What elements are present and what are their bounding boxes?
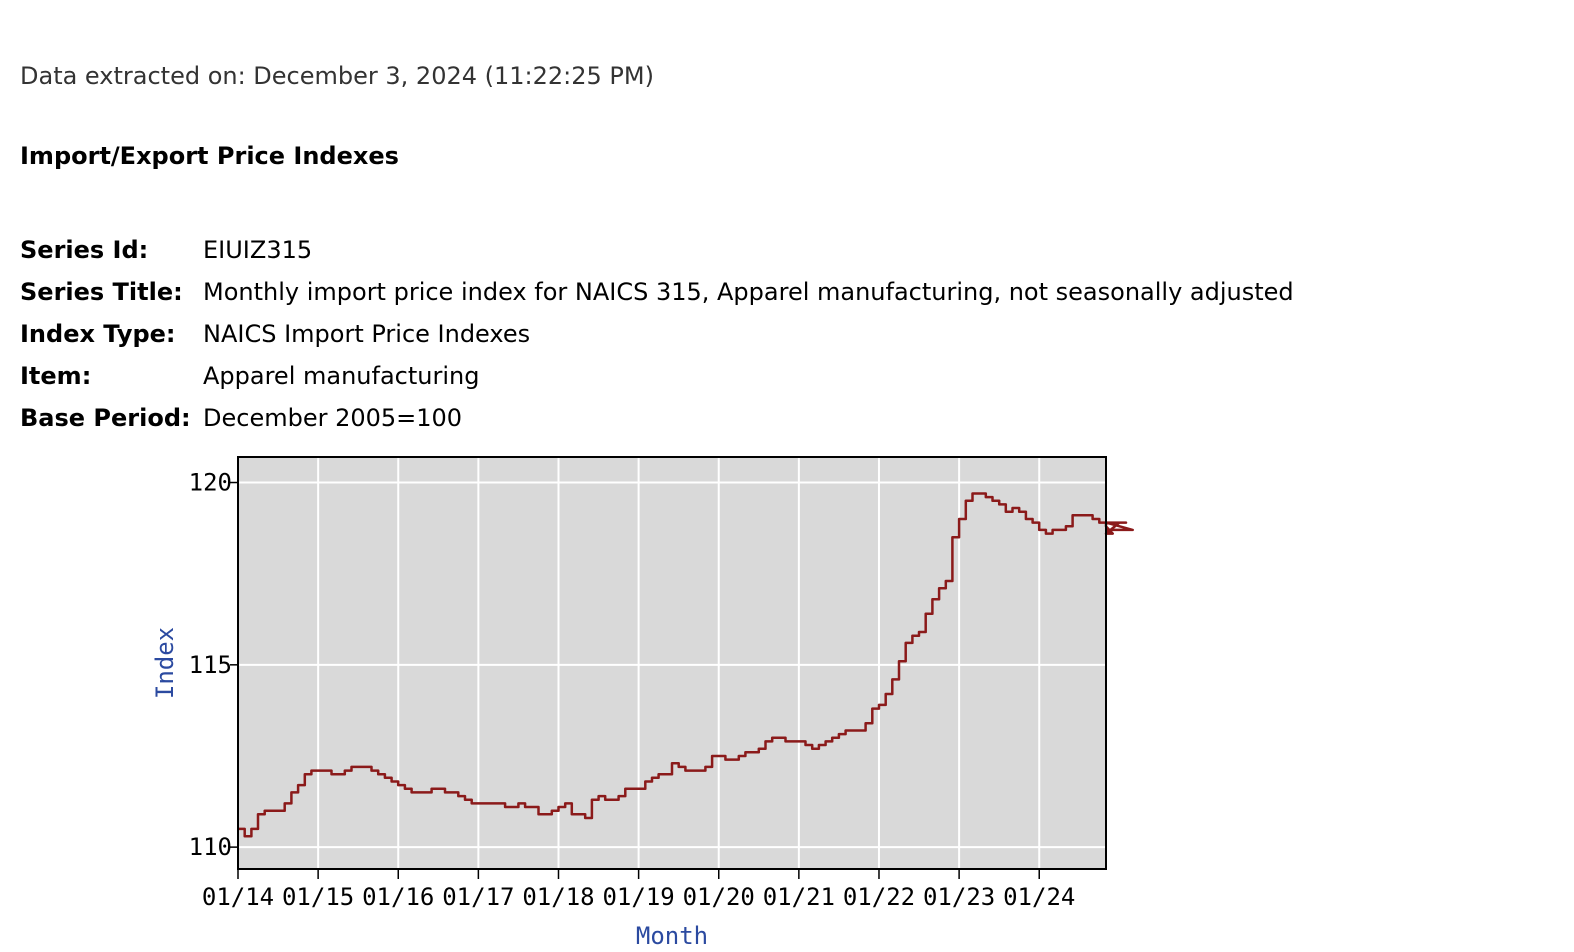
metadata-key: Series Title:	[20, 278, 183, 306]
metadata-key: Item:	[20, 362, 92, 390]
x-tick-label: 01/17	[442, 883, 514, 911]
metadata-key: Series Id:	[20, 236, 149, 264]
x-tick-label: 01/20	[683, 883, 755, 911]
y-axis-label: Index	[151, 627, 179, 699]
y-axis: 110 115 120	[189, 469, 238, 861]
x-axis-label: Month	[636, 922, 708, 950]
index-line-chart: 110 115 120 01/14 01/15 01/16 01/17 01/18 01/19…	[151, 456, 1134, 950]
grid-lines	[237, 457, 1106, 869]
metadata-key: Base Period:	[20, 404, 191, 432]
x-tick-label: 01/14	[202, 883, 274, 911]
plot-area	[238, 457, 1106, 869]
metadata-value: December 2005=100	[203, 404, 463, 432]
x-axis: 01/14 01/15 01/16 01/17 01/18 01/19 01/20 01/21…	[202, 869, 1075, 911]
x-tick-label: 01/22	[843, 883, 915, 911]
series-metadata-table: Series Id: EIUIZ315 Series Title: Monthl…	[20, 229, 1294, 439]
extraction-timestamp: Data extracted on: December 3, 2024 (11:…	[20, 62, 654, 90]
y-tick-label: 115	[189, 651, 232, 679]
y-tick-label: 120	[189, 469, 232, 497]
x-tick-label: 01/19	[602, 883, 674, 911]
x-tick-label: 01/24	[1003, 883, 1075, 911]
metadata-row-item: Item: Apparel manufacturing	[20, 355, 1294, 397]
metadata-value: Monthly import price index for NAICS 315…	[203, 278, 1294, 306]
metadata-key: Index Type:	[20, 320, 176, 348]
y-tick-label: 110	[189, 833, 232, 861]
x-tick-label: 01/15	[282, 883, 354, 911]
plot-border	[237, 456, 1107, 870]
page-heading: Import/Export Price Indexes	[20, 142, 399, 170]
x-tick-label: 01/23	[923, 883, 995, 911]
metadata-value: EIUIZ315	[203, 236, 313, 264]
metadata-value: NAICS Import Price Indexes	[203, 320, 531, 348]
metadata-row-series-id: Series Id: EIUIZ315	[20, 229, 1294, 271]
x-tick-label: 01/21	[763, 883, 835, 911]
metadata-row-index-type: Index Type: NAICS Import Price Indexes	[20, 313, 1294, 355]
x-tick-label: 01/16	[362, 883, 434, 911]
series-line	[238, 492, 1134, 838]
x-tick-label: 01/18	[522, 883, 594, 911]
metadata-row-series-title: Series Title: Monthly import price index…	[20, 271, 1294, 313]
metadata-value: Apparel manufacturing	[203, 362, 480, 390]
metadata-row-base-period: Base Period: December 2005=100	[20, 397, 1294, 439]
